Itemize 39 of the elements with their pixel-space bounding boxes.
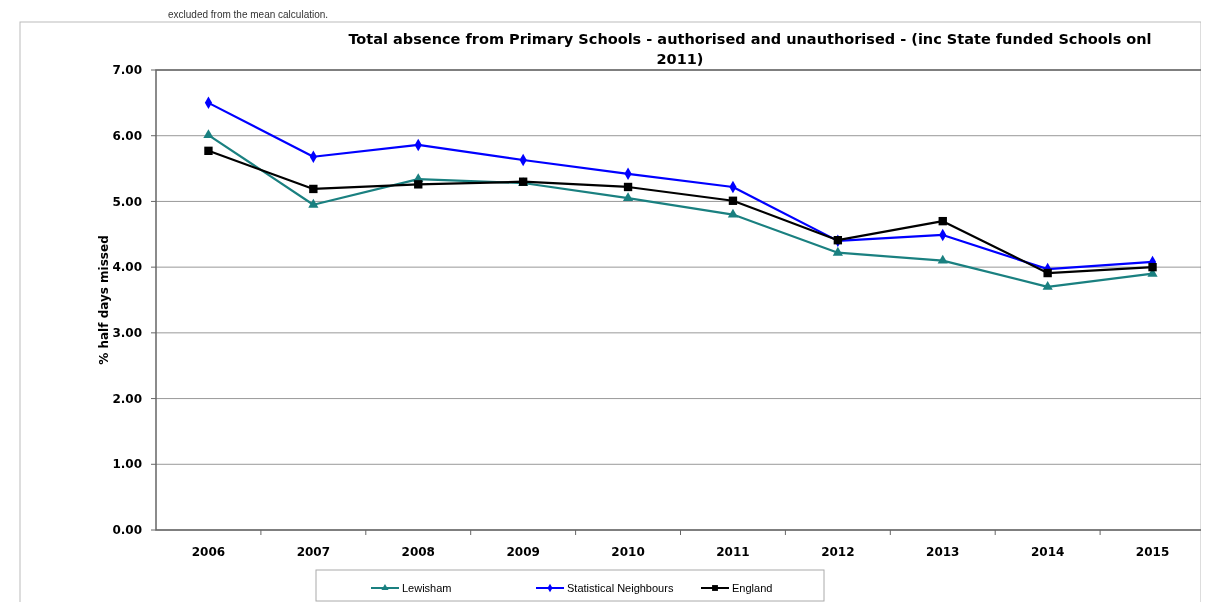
y-tick-label: 5.00 <box>112 194 142 209</box>
legend-label: Lewisham <box>402 581 452 594</box>
x-tick-label: 2013 <box>926 545 960 559</box>
y-axis-title: % half days missed <box>97 235 111 365</box>
y-tick-label: 7.00 <box>112 63 142 78</box>
point <box>938 216 947 226</box>
x-tick-label: 2008 <box>401 545 435 559</box>
point <box>308 198 319 208</box>
y-tick-label: 0.00 <box>112 523 142 538</box>
x-tick-label: 2010 <box>611 545 645 559</box>
point <box>203 129 214 138</box>
point <box>832 246 843 256</box>
text: excluded from the mean calculation. <box>168 9 329 20</box>
point <box>622 192 634 202</box>
x-tick-label: 2012 <box>821 545 855 559</box>
x-tick-label: 2007 <box>296 545 331 559</box>
point <box>1042 280 1053 290</box>
point <box>727 208 739 218</box>
y-tick-label: 3.00 <box>112 326 142 341</box>
y-tick-label: 6.00 <box>112 128 142 143</box>
point <box>414 180 423 189</box>
point <box>204 146 213 156</box>
y-tick-label: 4.00 <box>112 260 142 275</box>
point <box>937 254 948 264</box>
chart-title: Total absence from Primary Schools - authorised and unauthorised - (inc State funded Schools onl 2011) <box>348 31 1152 67</box>
x-tick-label: 2009 <box>506 545 540 559</box>
x-tick-label: 2011 <box>716 545 750 559</box>
point <box>623 182 633 192</box>
point <box>728 196 738 205</box>
y-tick-label: 1.00 <box>112 457 142 472</box>
legend-label: Statistical Neighbours <box>567 581 674 594</box>
point <box>1043 268 1052 278</box>
x-tick-label: 2014 <box>1030 545 1065 559</box>
x-tick-label: 2006 <box>191 545 226 559</box>
point <box>1148 262 1157 272</box>
point <box>309 184 318 194</box>
x-tick-label: 2015 <box>1135 545 1170 559</box>
legend-label: England <box>732 581 773 594</box>
y-tick-label: 2.00 <box>112 391 142 406</box>
